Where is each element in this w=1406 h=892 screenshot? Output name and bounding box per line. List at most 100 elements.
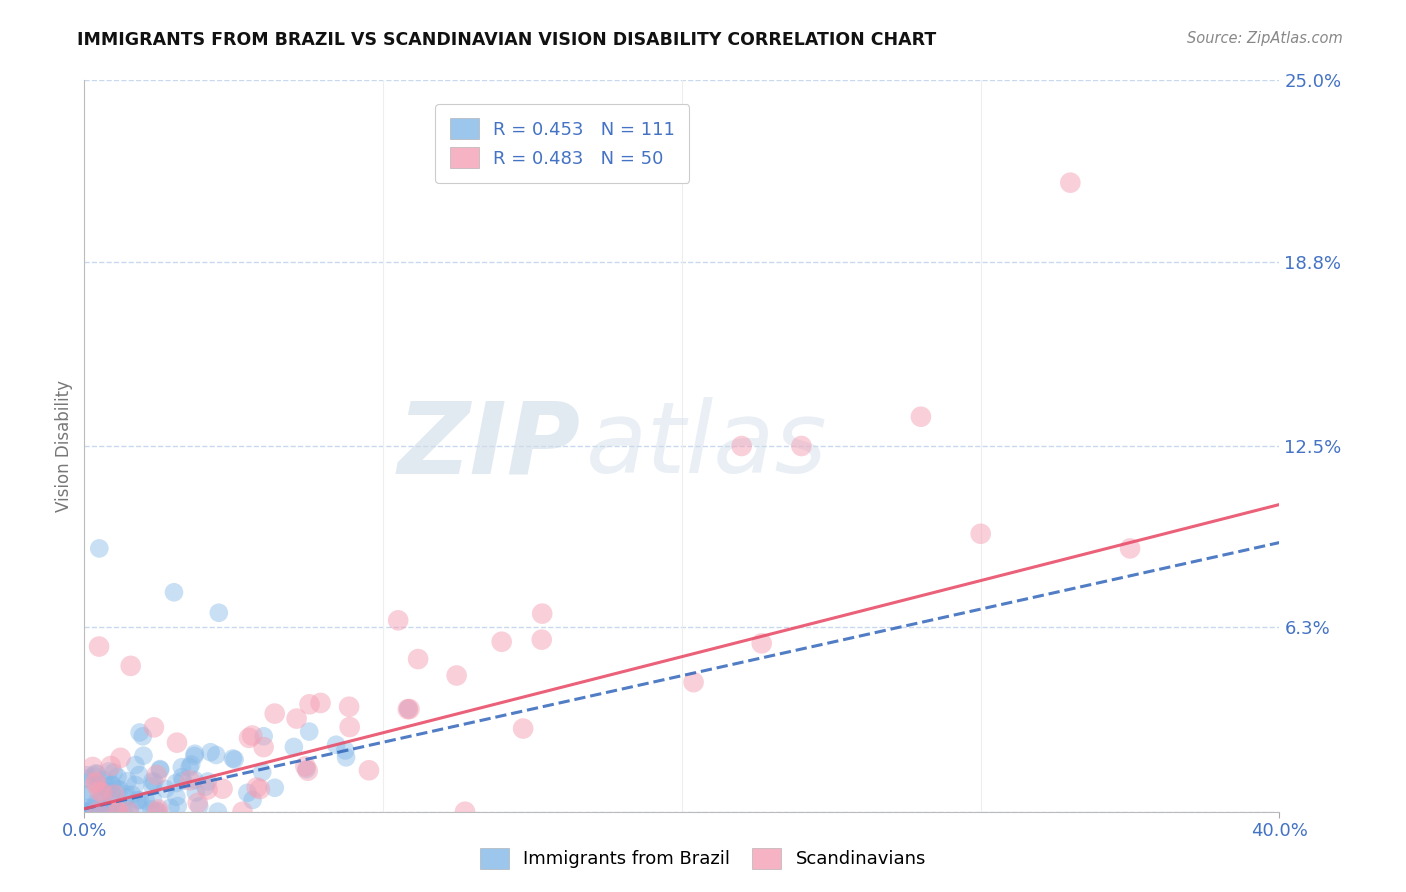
Point xyxy=(73,787,96,801)
Legend: R = 0.453   N = 111, R = 0.483   N = 50: R = 0.453 N = 111, R = 0.483 N = 50 xyxy=(436,104,689,183)
Point xyxy=(110,751,132,765)
Point xyxy=(80,786,103,800)
Point xyxy=(124,758,146,772)
Point xyxy=(294,759,316,773)
Point xyxy=(166,799,188,814)
Point xyxy=(297,764,319,778)
Point xyxy=(454,805,477,819)
Point xyxy=(207,805,229,819)
Point xyxy=(86,795,108,809)
Point xyxy=(211,781,233,796)
Point xyxy=(325,738,347,752)
Point xyxy=(236,786,259,800)
Point xyxy=(105,805,128,819)
Point xyxy=(79,805,101,819)
Point xyxy=(98,805,121,819)
Point xyxy=(246,780,269,795)
Point xyxy=(682,675,704,690)
Point xyxy=(121,788,143,802)
Point xyxy=(107,770,129,784)
Point xyxy=(76,805,98,819)
Point xyxy=(107,805,129,819)
Point xyxy=(82,800,104,814)
Point xyxy=(396,702,419,716)
Point xyxy=(108,782,131,797)
Point xyxy=(101,795,124,809)
Point xyxy=(90,805,112,819)
Point xyxy=(1119,541,1142,556)
Y-axis label: Vision Disability: Vision Disability xyxy=(55,380,73,512)
Point xyxy=(120,659,142,673)
Point xyxy=(197,774,219,789)
Point xyxy=(103,765,125,780)
Point xyxy=(184,785,207,799)
Point xyxy=(132,729,155,743)
Point xyxy=(82,760,104,774)
Point xyxy=(263,780,285,795)
Point xyxy=(117,774,139,789)
Point xyxy=(103,805,125,819)
Point xyxy=(132,748,155,763)
Point xyxy=(183,748,205,763)
Point xyxy=(79,805,101,819)
Point xyxy=(165,789,187,804)
Point xyxy=(94,780,117,794)
Point xyxy=(97,783,120,797)
Point xyxy=(79,805,101,819)
Point xyxy=(188,799,211,814)
Point xyxy=(224,753,246,767)
Point xyxy=(396,702,419,716)
Point xyxy=(731,439,754,453)
Text: atlas: atlas xyxy=(586,398,828,494)
Point xyxy=(149,762,172,776)
Point xyxy=(141,802,163,816)
Point xyxy=(143,805,166,819)
Point xyxy=(295,762,318,776)
Point xyxy=(446,668,468,682)
Point xyxy=(127,800,149,814)
Point xyxy=(910,409,932,424)
Point xyxy=(249,782,271,797)
Point xyxy=(128,725,150,739)
Point xyxy=(91,786,114,800)
Point xyxy=(84,766,107,780)
Point xyxy=(87,805,110,819)
Point xyxy=(98,805,121,819)
Point xyxy=(84,805,107,819)
Point xyxy=(145,768,167,782)
Point xyxy=(208,606,231,620)
Point xyxy=(84,774,107,789)
Legend: Immigrants from Brazil, Scandinavians: Immigrants from Brazil, Scandinavians xyxy=(472,840,934,876)
Point xyxy=(252,740,274,755)
Point xyxy=(231,805,253,819)
Point xyxy=(790,439,813,453)
Point xyxy=(491,634,513,648)
Point xyxy=(115,788,138,802)
Point xyxy=(86,805,108,819)
Point xyxy=(141,774,163,789)
Point xyxy=(406,652,429,666)
Point xyxy=(339,720,361,734)
Point xyxy=(77,805,100,819)
Point xyxy=(165,776,187,790)
Point xyxy=(179,760,201,774)
Point xyxy=(90,802,112,816)
Point xyxy=(194,780,217,794)
Point xyxy=(87,784,110,798)
Point xyxy=(163,585,186,599)
Text: Source: ZipAtlas.com: Source: ZipAtlas.com xyxy=(1187,31,1343,46)
Point xyxy=(530,632,553,647)
Point xyxy=(77,801,100,815)
Point xyxy=(387,613,409,627)
Point xyxy=(146,805,169,819)
Point xyxy=(337,699,360,714)
Point xyxy=(142,779,165,793)
Point xyxy=(83,769,105,783)
Point xyxy=(89,805,111,819)
Point xyxy=(285,712,308,726)
Point xyxy=(172,773,194,788)
Point xyxy=(531,607,554,621)
Point xyxy=(253,729,276,743)
Point xyxy=(86,767,108,781)
Point xyxy=(222,751,245,765)
